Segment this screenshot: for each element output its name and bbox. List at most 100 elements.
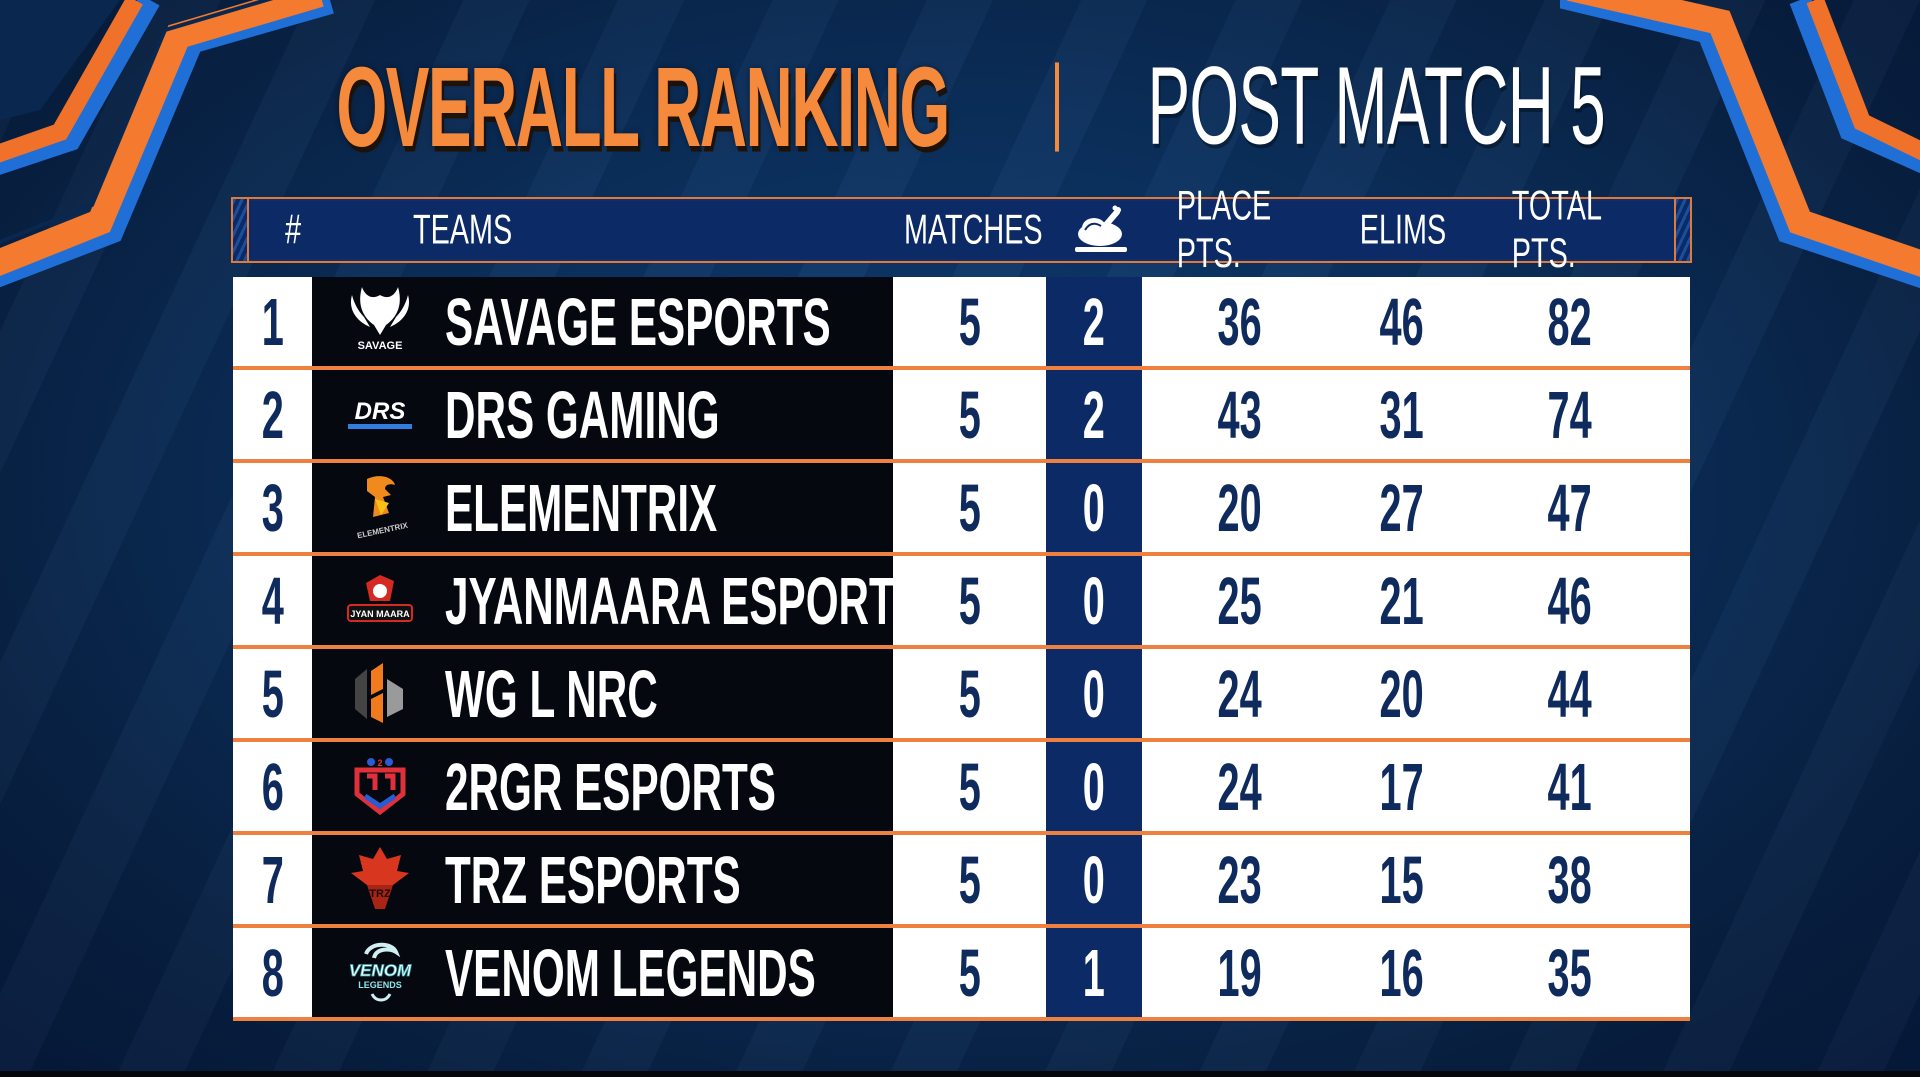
rank-cell: 2 <box>233 370 312 459</box>
total-pts-cell: 41 <box>1510 742 1630 831</box>
header-teams-label: TEAMS <box>413 206 513 253</box>
rank-cell: 3 <box>233 463 312 552</box>
total-pts-value: 38 <box>1547 841 1593 918</box>
total-pts-value: 47 <box>1547 469 1593 546</box>
points-cell: 23 15 38 <box>1142 835 1690 924</box>
title-sub: POST MATCH 5 <box>1083 44 1669 171</box>
wins-value: 0 <box>1082 748 1106 825</box>
place-pts-cell: 43 <box>1180 370 1300 459</box>
total-pts-cell: 74 <box>1510 370 1630 459</box>
elims-value: 31 <box>1379 376 1425 453</box>
total-pts-value: 41 <box>1547 748 1593 825</box>
page-title: OVERALL RANKING POST MATCH 5 <box>0 33 1920 182</box>
rank-value: 2 <box>261 376 284 453</box>
wins-value: 0 <box>1082 841 1106 918</box>
total-pts-cell: 46 <box>1510 556 1630 645</box>
rank-cell: 4 <box>233 556 312 645</box>
team-cell: 2 2RGR ESPORTS <box>312 742 893 831</box>
team-name: WG L NRC <box>445 655 658 732</box>
svg-text:SAVAGE: SAVAGE <box>358 340 403 352</box>
bottom-bar <box>0 1071 1920 1077</box>
place-pts-value: 24 <box>1217 655 1263 732</box>
elementrix-logo-icon: ELEMENTRIX <box>330 473 430 543</box>
team-name: TRZ ESPORTS <box>445 841 741 918</box>
points-cell: 19 16 35 <box>1142 928 1690 1017</box>
title-separator <box>1055 62 1060 152</box>
header-matches-label: MATCHES <box>903 206 1043 253</box>
team-name: DRS GAMING <box>445 376 720 453</box>
wins-value: 0 <box>1082 655 1106 732</box>
elims-value: 20 <box>1379 655 1425 732</box>
team-name: JYANMAARA ESPORTS <box>445 562 924 639</box>
header-matches: MATCHES <box>883 199 1063 261</box>
team-cell: JYAN MAARA JYANMAARA ESPORTS <box>312 556 923 645</box>
elims-cell: 46 <box>1342 277 1462 366</box>
team-cell: VENOM LEGENDS VENOM LEGENDS <box>312 928 893 1017</box>
elims-cell: 17 <box>1342 742 1462 831</box>
matches-cell: 5 <box>893 370 1046 459</box>
matches-cell: 5 <box>893 556 1046 645</box>
wins-value: 0 <box>1082 469 1106 546</box>
table-row: 8 VENOM LEGENDS VENOM LEGENDS 5 1 19 16 … <box>233 928 1690 1021</box>
svg-text:2: 2 <box>377 758 382 768</box>
elims-value: 21 <box>1379 562 1425 639</box>
team-name: ELEMENTRIX <box>445 469 718 546</box>
svg-text:DRS: DRS <box>355 398 406 425</box>
wins-cell: 2 <box>1046 277 1142 366</box>
matches-cell: 5 <box>893 742 1046 831</box>
header-total-pts: TOTAL PTS. <box>1488 183 1658 276</box>
place-pts-cell: 19 <box>1180 928 1300 1017</box>
svg-text:VENOM: VENOM <box>349 961 412 980</box>
title-main: OVERALL RANKING <box>250 42 1035 173</box>
place-pts-cell: 25 <box>1180 556 1300 645</box>
matches-cell: 5 <box>893 463 1046 552</box>
ranking-table: 1 SAVAGE SAVAGE ESPORTS 5 2 36 46 82 2 <box>233 277 1690 1021</box>
total-pts-value: 74 <box>1547 376 1593 453</box>
place-pts-cell: 23 <box>1180 835 1300 924</box>
place-pts-value: 23 <box>1217 841 1263 918</box>
rank-value: 3 <box>261 469 284 546</box>
elims-cell: 20 <box>1342 649 1462 738</box>
rank-cell: 5 <box>233 649 312 738</box>
team-cell: DRS DRS GAMING <box>312 370 893 459</box>
team-cell: ELEMENTRIX ELEMENTRIX <box>312 463 893 552</box>
place-pts-value: 20 <box>1217 469 1263 546</box>
svg-text:LEGENDS: LEGENDS <box>358 980 402 990</box>
elims-value: 46 <box>1379 283 1425 360</box>
team-cell: TRZ TRZ ESPORTS <box>312 835 893 924</box>
header-elims-label: ELIMS <box>1359 206 1447 253</box>
table-row: 5 WG L NRC 5 0 24 20 44 <box>233 649 1690 742</box>
table-row: 6 2 2RGR ESPORTS 5 0 24 17 41 <box>233 742 1690 835</box>
venom-legends-logo-icon: VENOM LEGENDS <box>330 938 430 1008</box>
matches-value: 5 <box>958 376 981 453</box>
header-wins <box>1053 199 1149 261</box>
total-pts-cell: 44 <box>1510 649 1630 738</box>
place-pts-value: 43 <box>1217 376 1263 453</box>
table-row: 3 ELEMENTRIX ELEMENTRIX 5 0 20 27 47 <box>233 463 1690 556</box>
elims-cell: 27 <box>1342 463 1462 552</box>
rank-value: 7 <box>261 841 284 918</box>
place-pts-cell: 36 <box>1180 277 1300 366</box>
wins-value: 2 <box>1082 283 1106 360</box>
header-elims: ELIMS <box>1343 199 1463 261</box>
header-teams: TEAMS <box>413 199 613 261</box>
corner-decoration-right <box>1560 0 1920 289</box>
rank-cell: 6 <box>233 742 312 831</box>
elims-cell: 16 <box>1342 928 1462 1017</box>
table-row: 2 DRS DRS GAMING 5 2 43 31 74 <box>233 370 1690 463</box>
points-cell: 20 27 47 <box>1142 463 1690 552</box>
place-pts-cell: 24 <box>1180 649 1300 738</box>
total-pts-cell: 47 <box>1510 463 1630 552</box>
header-rank: # <box>253 199 333 261</box>
matches-value: 5 <box>958 655 981 732</box>
elims-cell: 31 <box>1342 370 1462 459</box>
place-pts-value: 36 <box>1217 283 1263 360</box>
table-row: 7 TRZ TRZ ESPORTS 5 0 23 15 38 <box>233 835 1690 928</box>
header-cap-right <box>1674 199 1690 261</box>
total-pts-value: 82 <box>1547 283 1593 360</box>
total-pts-cell: 82 <box>1510 277 1630 366</box>
points-cell: 25 21 46 <box>1142 556 1690 645</box>
points-cell: 36 46 82 <box>1142 277 1690 366</box>
team-name: 2RGR ESPORTS <box>445 748 776 825</box>
total-pts-value: 46 <box>1547 562 1593 639</box>
